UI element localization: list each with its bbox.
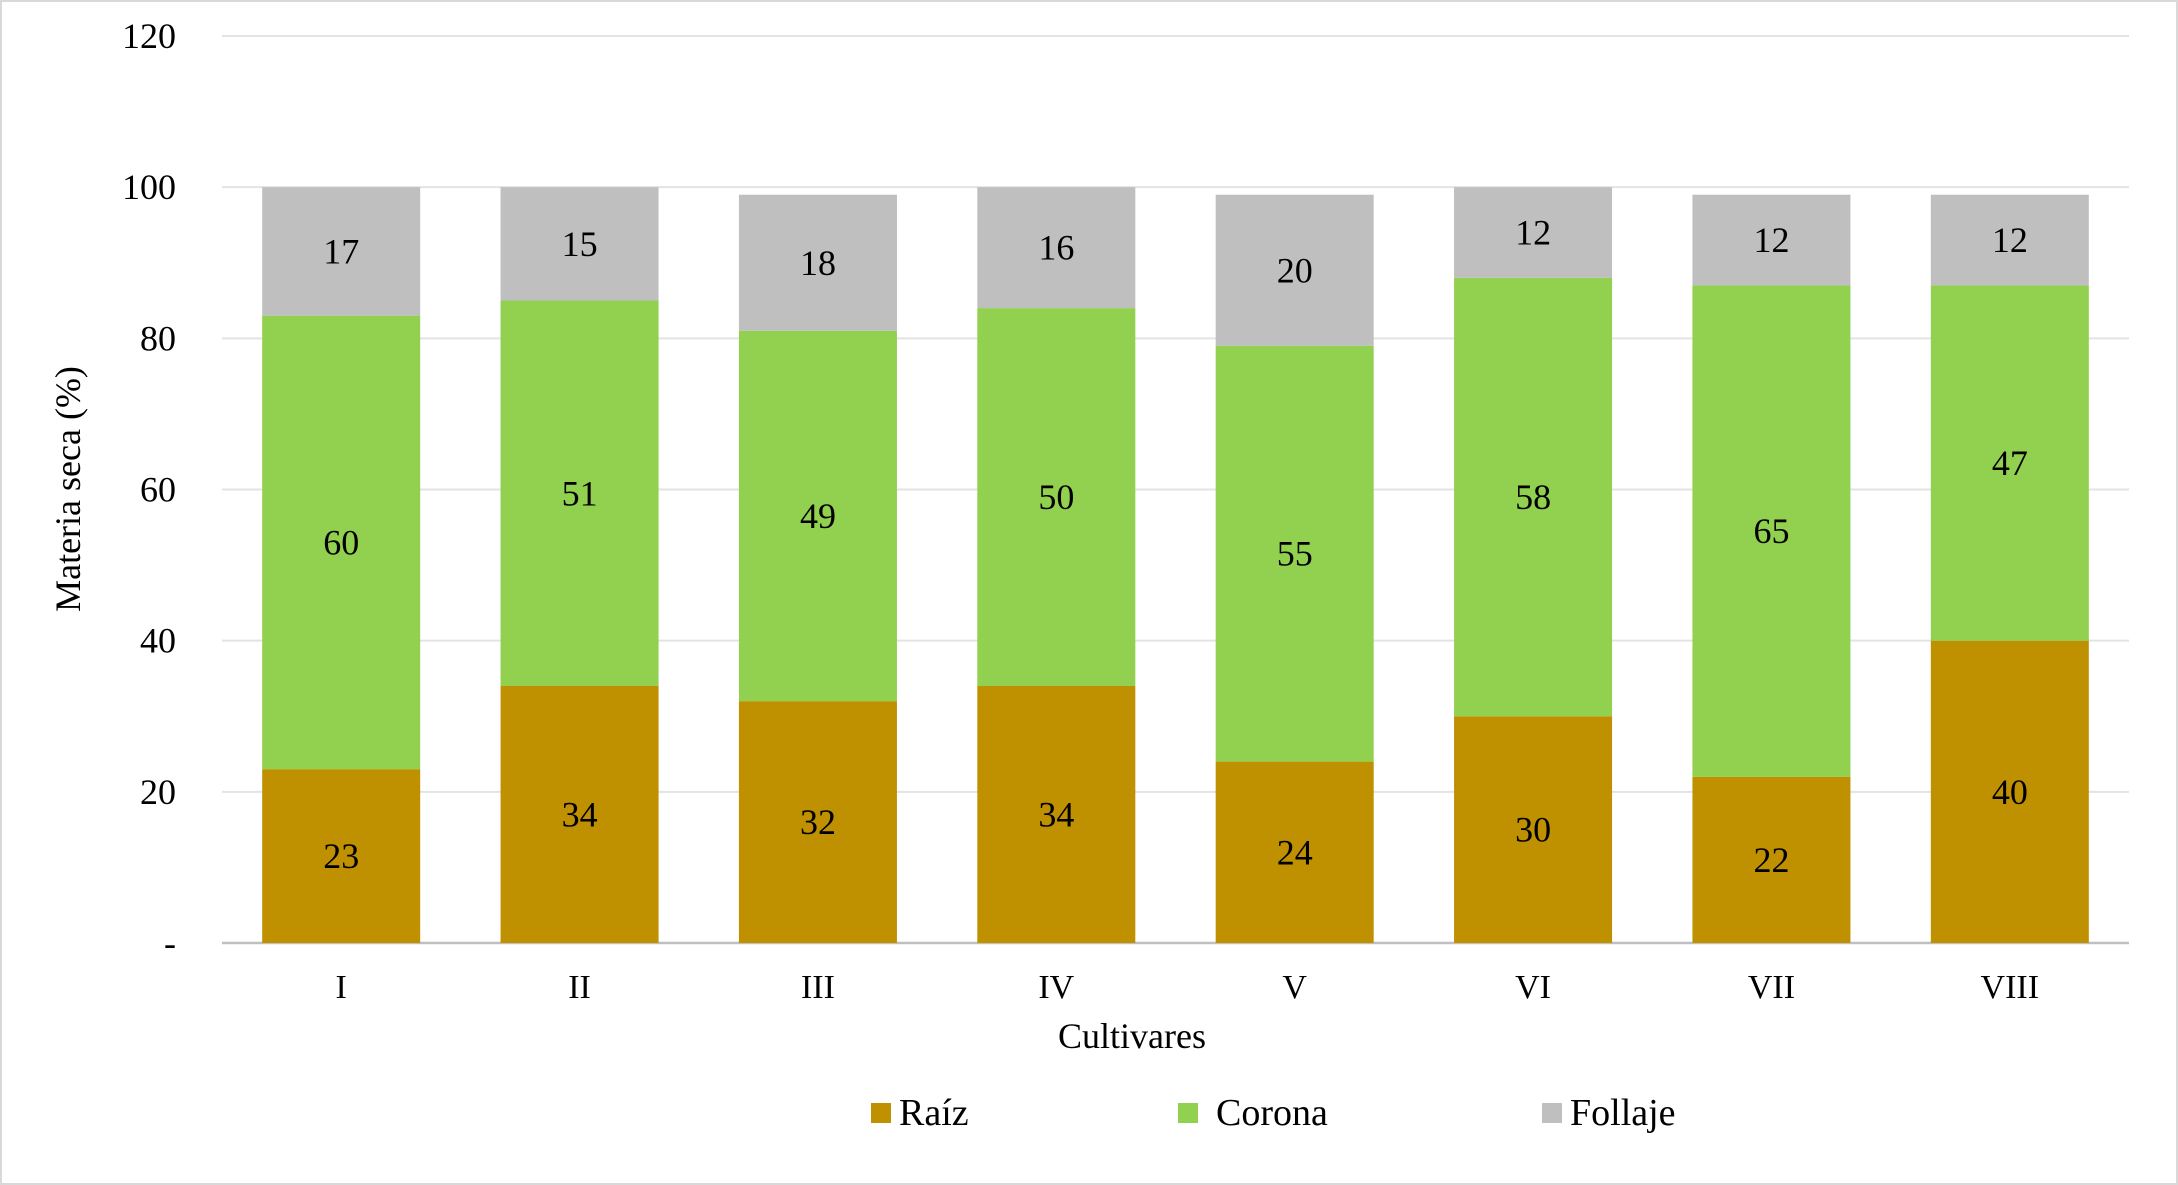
legend-swatch-corona (1178, 1103, 1198, 1123)
bar-segment-corona (738, 330, 897, 702)
legend-swatch-follaje (1542, 1103, 1562, 1123)
bar-segment-follaje (262, 187, 421, 316)
y-axis-label: Materia seca (%) (48, 366, 88, 612)
legend: Raíz Corona Follaje (871, 1092, 1676, 1134)
bar-segment-follaje (738, 194, 897, 331)
bar-segment-raíz (977, 686, 1136, 943)
x-tick-label: II (568, 969, 591, 1006)
legend-label: Raíz (899, 1092, 969, 1134)
data-label: 22 (1753, 840, 1789, 880)
data-label: 60 (323, 522, 359, 562)
bar-segment-corona (1454, 277, 1613, 717)
bar-segment-raíz (1454, 716, 1613, 943)
bar-segment-follaje (1215, 194, 1374, 346)
bar-segment-follaje (977, 187, 1136, 309)
y-tick-label: 40 (140, 621, 176, 661)
bar-segment-corona (262, 315, 421, 770)
bar-segment-corona (1215, 345, 1374, 762)
data-label: 51 (562, 473, 598, 513)
data-label: 20 (1277, 250, 1313, 290)
data-label: 16 (1038, 228, 1074, 268)
data-label: 15 (562, 224, 598, 264)
bar-segment-follaje (1454, 187, 1613, 278)
data-label: 49 (800, 496, 836, 536)
y-tick-label: 100 (122, 167, 176, 207)
x-tick-label: VIII (1981, 969, 2040, 1006)
y-tick-label: 60 (140, 470, 176, 510)
data-label: 34 (562, 795, 598, 835)
x-tick-label: V (1282, 969, 1307, 1006)
y-tick-label: 80 (140, 318, 176, 358)
y-tick-label: 20 (140, 772, 176, 812)
bars: 23 60 17 34 51 15 32 49 18 34 50 16 24 55 20 30 58 12 22 65… (262, 187, 2089, 943)
x-tick-labels: I II III IV V VI VII VIII (336, 969, 2040, 1006)
bar-segment-corona (1930, 285, 2089, 641)
data-label: 55 (1277, 534, 1313, 574)
x-tick-label: VII (1748, 969, 1795, 1006)
data-label: 12 (1992, 220, 2028, 260)
y-tick-label: - (164, 923, 176, 963)
bar-segment-follaje (1930, 194, 2089, 286)
data-label: 18 (800, 243, 836, 283)
bar-segment-corona (977, 308, 1136, 687)
data-label: 50 (1038, 477, 1074, 517)
bar-segment-corona (500, 300, 659, 687)
bar-segment-follaje (500, 187, 659, 301)
x-axis-label: Cultivares (1058, 1016, 1206, 1056)
bar-segment-corona (1692, 285, 1851, 777)
data-label: 34 (1038, 795, 1074, 835)
bar-segment-raíz (500, 686, 659, 943)
y-tick-labels: - 20 40 60 80 100 120 (122, 16, 176, 963)
data-label: 65 (1753, 511, 1789, 551)
legend-label: Corona (1216, 1092, 1328, 1134)
bar-segment-raíz (1930, 640, 2089, 943)
x-tick-label: IV (1038, 969, 1074, 1006)
data-label: 47 (1992, 443, 2028, 483)
data-label: 17 (323, 231, 359, 271)
bar-segment-raíz (1215, 761, 1374, 943)
data-label: 32 (800, 802, 836, 842)
bar-segment-raíz (738, 701, 897, 943)
data-label: 40 (1992, 772, 2028, 812)
data-label: 30 (1515, 810, 1551, 850)
y-tick-label: 120 (122, 16, 176, 56)
data-label: 23 (323, 836, 359, 876)
bar-segment-raíz (1692, 776, 1851, 943)
x-tick-label: III (801, 969, 835, 1006)
bar-segment-raíz (262, 769, 421, 943)
x-tick-label: I (336, 969, 347, 1006)
data-label: 24 (1277, 832, 1313, 872)
data-label: 58 (1515, 477, 1551, 517)
bar-segment-follaje (1692, 194, 1851, 286)
data-label: 12 (1753, 220, 1789, 260)
legend-swatch-raíz (871, 1103, 891, 1123)
x-tick-label: VI (1515, 969, 1551, 1006)
data-label: 12 (1515, 213, 1551, 253)
legend-label: Follaje (1570, 1092, 1676, 1134)
